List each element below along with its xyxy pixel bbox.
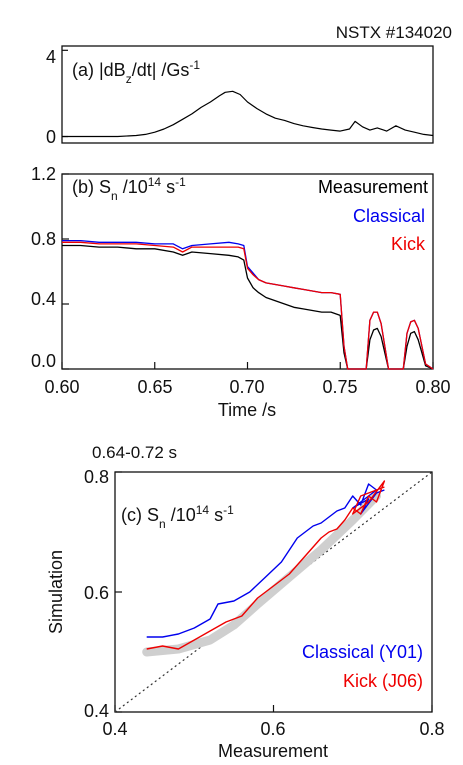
panel-c-ytick-04: 0.4 (84, 701, 109, 721)
panel-b-xtick-075: 0.75 (322, 377, 357, 397)
panel-b-ytick-04: 0.4 (31, 289, 56, 309)
panel-c-ytick-08: 0.8 (84, 467, 109, 487)
panel-c-ticks (114, 471, 433, 713)
panel-b-xlabel: Time /s (218, 400, 276, 420)
panel-a-ytick-0: 0 (46, 127, 56, 147)
panel-b-series-1-line (62, 239, 434, 370)
panel-c-label-unit: s (209, 505, 223, 525)
panel-a-ytick-4: 4 (46, 47, 56, 67)
shot-label: NSTX #134020 (336, 23, 452, 42)
panel-c-label-sup: 14 (196, 503, 210, 517)
panel-c-ytick-06: 0.6 (84, 583, 109, 603)
legend-measurement: Measurement (318, 177, 428, 197)
panel-b-ticks (61, 173, 434, 370)
panel-a-label-sup: -1 (189, 58, 200, 72)
panel-c-label-sup2: -1 (223, 503, 234, 517)
panel-a-label-rest: /dt| /Gs (132, 60, 190, 80)
window-label: 0.64-0.72 s (92, 443, 177, 462)
panel-a-series-0-line (62, 90, 434, 138)
panel-b-xtick-060: 0.60 (44, 377, 79, 397)
panel-b-label-rest: /10 (118, 177, 148, 197)
panel-c-series-0-line (146, 483, 385, 638)
panel-b-ytick-00: 0.0 (31, 351, 56, 371)
panel-b-label-sub: n (111, 189, 118, 203)
panel-a-frame (61, 45, 434, 144)
panel-c-xtick-08: 0.8 (419, 719, 444, 739)
panel-c-label-sub: n (159, 517, 166, 531)
panel-c-series (142, 480, 386, 657)
panel-b-xtick-070: 0.70 (229, 377, 264, 397)
legend-classical: Classical (353, 206, 425, 226)
panel-c-ylabel: Simulation (46, 550, 66, 634)
legend-classical-y01: Classical (Y01) (302, 642, 423, 662)
panel-b-series (62, 239, 434, 370)
panel-a-series (62, 90, 434, 138)
panel-a-label: (a) |dBz/dt| /Gs-1 (72, 58, 200, 86)
panel-a-label-main: (a) |dB (72, 60, 126, 80)
panel-a-grid (62, 49, 68, 138)
legend-kick: Kick (391, 234, 426, 254)
panel-c-label-main: (c) S (121, 505, 159, 525)
panel-b: (b) Sn /1014 s-1 Measurement Classical K… (31, 164, 451, 420)
panel-b-label-unit: s (161, 177, 175, 197)
panel-a: (a) |dBz/dt| /Gs-1 4 0 (46, 45, 434, 147)
panel-a-label-sub: z (126, 72, 132, 86)
panel-c-series-1-line (146, 480, 386, 650)
panel-b-series-2-line (62, 241, 434, 370)
panel-c-label: (c) Sn /1014 s-1 (121, 503, 234, 531)
panel-b-frame (61, 173, 434, 370)
panel-b-label-sup: 14 (148, 175, 162, 189)
panel-b-label: (b) Sn /1014 s-1 (72, 175, 186, 203)
panel-c: 0.64-0.72 s (c) Sn /1014 s-1 Classical (… (46, 443, 445, 761)
panel-b-xtick-080: 0.80 (415, 377, 450, 397)
panel-c-xtick-06: 0.6 (260, 719, 285, 739)
panel-b-label-main: (b) S (72, 177, 111, 197)
panel-b-xtick-065: 0.65 (137, 377, 172, 397)
panel-c-diagonal-line (114, 471, 433, 713)
panel-c-gray-band (142, 491, 381, 657)
panel-b-label-sup2: -1 (175, 175, 186, 189)
panel-c-xtick-04: 0.4 (102, 719, 127, 739)
panel-c-label-rest: /10 (166, 505, 196, 525)
panel-b-ytick-08: 0.8 (31, 229, 56, 249)
panel-b-ytick-12: 1.2 (31, 164, 56, 184)
legend-kick-j06: Kick (J06) (343, 671, 423, 691)
panel-c-xlabel: Measurement (218, 741, 328, 761)
